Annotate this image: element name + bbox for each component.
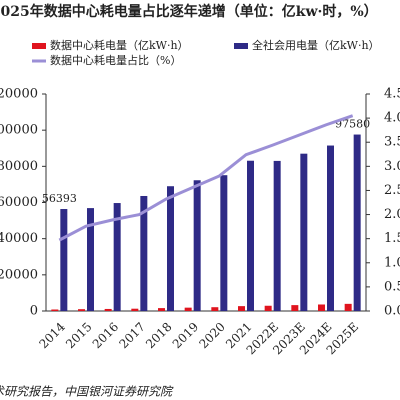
bar — [264, 305, 272, 311]
bar — [184, 307, 192, 311]
bar — [158, 308, 165, 311]
bar — [318, 304, 325, 311]
y2-tick-label: 4.0 — [384, 111, 400, 126]
bar — [113, 203, 121, 311]
bar — [220, 175, 228, 311]
y2-tick-label: 3.0 — [384, 159, 400, 174]
x-tick-label: 2019 — [170, 320, 201, 351]
y2-tick-label: 0.5 — [384, 279, 400, 294]
y2-tick-label: 3.5 — [384, 135, 400, 150]
bar — [104, 308, 112, 311]
bar — [131, 308, 139, 311]
x-tick-label: 2015 — [63, 320, 94, 351]
bar — [291, 305, 299, 311]
y2-tick-label: 1.0 — [384, 255, 400, 270]
x-tick-label: 2020 — [196, 320, 227, 351]
y-tick-label: 40000 — [0, 231, 38, 246]
bar — [51, 309, 59, 311]
legend-swatch — [234, 43, 248, 49]
bar — [273, 160, 281, 311]
legend-label: 数据中心耗电量占比（%） — [50, 53, 181, 67]
y-tick-label: 100000 — [0, 123, 38, 138]
y2-tick-label: 2.5 — [384, 183, 400, 198]
y-tick-label: 120000 — [0, 87, 38, 102]
bar — [344, 303, 352, 311]
y2-tick-label: 2.0 — [384, 207, 400, 222]
bar — [300, 153, 308, 311]
y2-tick-label: 1.5 — [384, 231, 400, 246]
x-tick-label: 2016 — [90, 320, 121, 351]
source: 资料来源：中国数据中心冷却技术研究报告，中国银河证券研究院 — [0, 385, 174, 399]
y-tick-label: 0 — [30, 304, 38, 319]
legend-label: 全社会用电量（亿kW·h） — [252, 38, 380, 52]
bar — [87, 208, 94, 311]
bar — [353, 134, 361, 311]
x-tick-label: 2014 — [36, 319, 68, 351]
y-tick-label: 60000 — [0, 195, 38, 210]
bar — [78, 309, 85, 311]
chart-title: 2014-2025年数据中心耗电量占比逐年递增（单位：亿kw·时，%） — [0, 3, 378, 20]
y-tick-label: 20000 — [0, 267, 38, 282]
y-tick-label: 80000 — [0, 159, 38, 174]
line — [58, 114, 354, 242]
bar — [327, 145, 334, 311]
bar — [247, 160, 254, 311]
bar — [238, 306, 245, 311]
x-tick-label: 2018 — [143, 320, 174, 351]
legend-label: 数据中心耗电量（亿kW·h） — [50, 38, 189, 52]
legend-swatch — [32, 43, 46, 49]
bar — [140, 195, 148, 311]
bar — [60, 209, 68, 311]
bar — [211, 307, 219, 311]
y2-tick-label: 4.5 — [384, 87, 400, 102]
data-label: 56393 — [42, 192, 77, 205]
data-label: 97580 — [335, 118, 370, 131]
x-tick-label: 2017 — [116, 320, 147, 351]
bar — [193, 180, 201, 311]
y2-tick-label: 0.0 — [384, 304, 400, 319]
bar — [167, 186, 174, 311]
